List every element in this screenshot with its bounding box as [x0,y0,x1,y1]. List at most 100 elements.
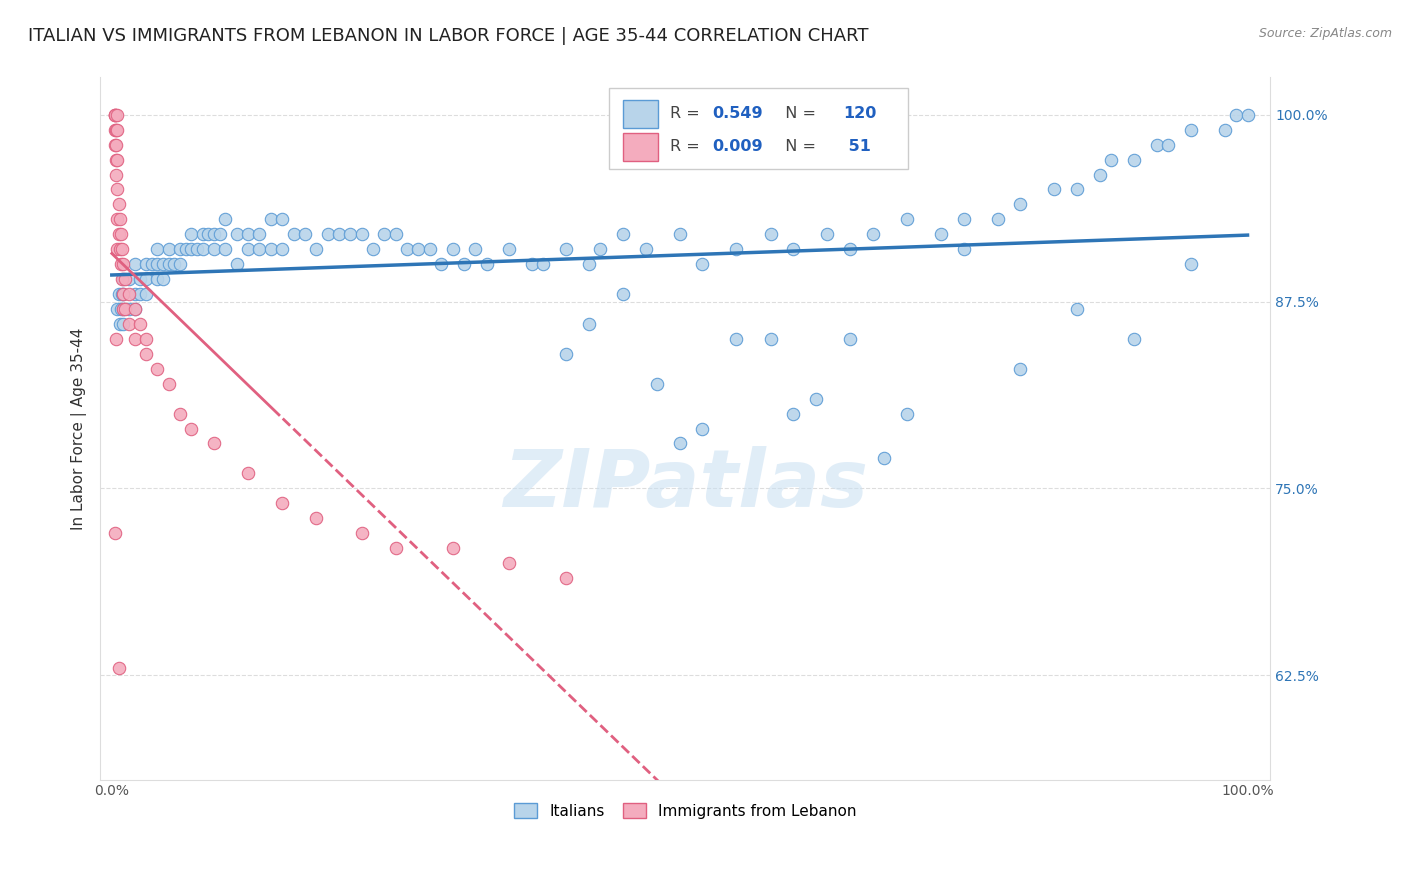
Point [929,227,952,242]
Point [107,301,129,316]
Point [283,227,305,242]
FancyBboxPatch shape [623,100,658,128]
Point [1066,301,1088,316]
Point [839,242,862,256]
Point [260,242,283,256]
Point [441,541,464,555]
Point [1123,153,1146,167]
Point [339,227,361,242]
Point [202,436,225,450]
Point [152,272,174,286]
Point [862,227,884,242]
Point [104,108,127,122]
Point [180,242,202,256]
Point [1180,257,1202,271]
Point [305,511,328,525]
Point [361,242,384,256]
Point [782,407,804,421]
Point [815,227,838,242]
Point [108,212,131,227]
Point [271,212,294,227]
Point [578,257,600,271]
Point [157,257,180,271]
Point [316,227,339,242]
Point [236,242,259,256]
Text: Source: ZipAtlas.com: Source: ZipAtlas.com [1258,27,1392,40]
Point [952,212,974,227]
Point [107,227,129,242]
Point [104,137,127,152]
Point [104,108,127,122]
Point [146,257,169,271]
Point [782,242,804,256]
Text: 0.009: 0.009 [713,139,763,154]
Point [759,332,782,346]
Point [520,257,543,271]
Point [169,257,191,271]
Point [107,153,129,167]
Point [163,257,186,271]
Point [141,257,163,271]
Point [129,272,152,286]
Point [108,317,131,331]
Point [692,257,714,271]
Point [107,182,129,196]
Point [987,212,1010,227]
Point [129,317,152,331]
Point [146,361,169,376]
Point [384,227,406,242]
Point [498,242,520,256]
Text: R =: R = [671,106,704,121]
Point [105,332,128,346]
Point [430,257,453,271]
Point [146,272,169,286]
Point [236,227,259,242]
Point [328,227,350,242]
Point [294,227,316,242]
Point [725,242,748,256]
Point [952,242,974,256]
Point [1088,168,1111,182]
Point [208,227,231,242]
Point [634,242,657,256]
Point [464,242,486,256]
Point [225,257,247,271]
Point [104,108,127,122]
Point [896,212,918,227]
Point [135,272,157,286]
Point [118,301,141,316]
Point [124,257,146,271]
Legend: Italians, Immigrants from Lebanon: Italians, Immigrants from Lebanon [508,797,863,824]
Point [271,242,294,256]
Text: 120: 120 [844,106,876,121]
Text: ITALIAN VS IMMIGRANTS FROM LEBANON IN LABOR FORCE | AGE 35-44 CORRELATION CHART: ITALIAN VS IMMIGRANTS FROM LEBANON IN LA… [28,27,869,45]
FancyBboxPatch shape [623,133,658,161]
Point [202,227,225,242]
Point [107,197,129,211]
Text: ZIPatlas: ZIPatlas [503,446,868,524]
Point [169,407,191,421]
Point [384,541,406,555]
Point [111,242,134,256]
Point [555,347,578,361]
Point [668,227,690,242]
Point [236,467,259,481]
Point [124,287,146,301]
Point [225,227,247,242]
Point [111,287,134,301]
Point [135,332,157,346]
Point [112,301,135,316]
Point [453,257,475,271]
Point [260,212,283,227]
Point [578,317,600,331]
Point [152,257,174,271]
Point [112,301,135,316]
Point [441,242,464,256]
Point [180,421,202,435]
Point [249,227,271,242]
Point [110,227,132,242]
Text: 0.549: 0.549 [713,106,763,121]
FancyBboxPatch shape [609,88,908,169]
Point [804,392,827,406]
Point [118,272,141,286]
